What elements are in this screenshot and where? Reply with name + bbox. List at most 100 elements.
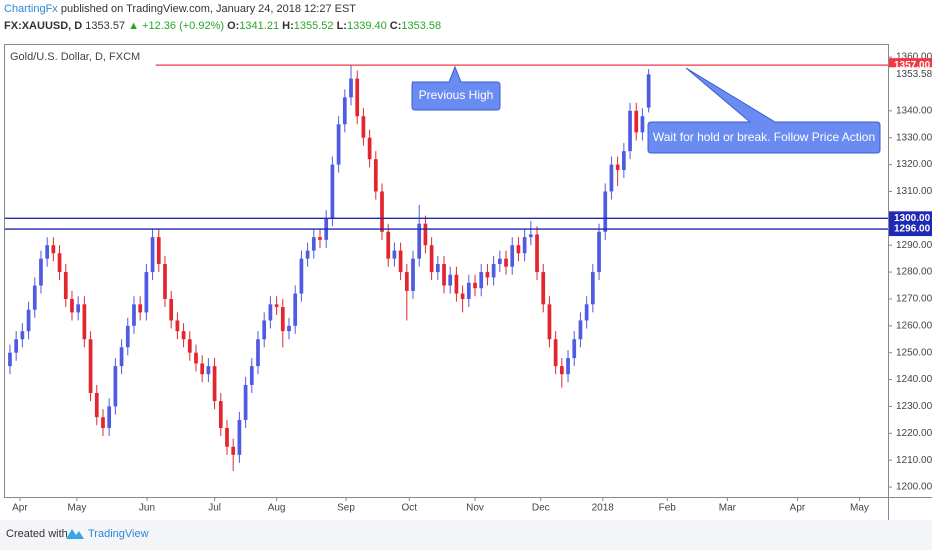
candle-body	[640, 116, 645, 133]
x-tick-label: Mar	[719, 503, 737, 514]
candle-body	[144, 272, 149, 313]
candle-body	[243, 384, 248, 420]
candle-body	[237, 419, 242, 455]
y-tick-label: 1360.00	[896, 52, 932, 63]
candle-body	[293, 293, 298, 326]
chart-title: Gold/U.S. Dollar, D, FXCM	[10, 51, 140, 63]
candle-body	[113, 366, 118, 407]
last: 1353.57	[85, 20, 126, 32]
candle-body	[280, 307, 285, 332]
candle-body	[423, 223, 428, 246]
annotation: Wait for hold or break. Follow Price Act…	[653, 130, 875, 144]
publish-line: ChartingFx published on TradingView.com,…	[4, 1, 441, 18]
x-tick-label: May	[850, 503, 869, 514]
c-label: C:	[389, 20, 402, 32]
author[interactable]: ChartingFx	[4, 3, 58, 15]
candle-body	[429, 245, 434, 273]
candle-body	[342, 97, 347, 125]
created-with: Created with	[6, 528, 68, 540]
candle-body	[355, 78, 360, 117]
candle-body	[603, 191, 608, 232]
symbol: FX:XAUUSD, D	[4, 20, 83, 32]
footer-brand[interactable]: TradingView	[88, 528, 149, 540]
h-label: H:	[282, 20, 294, 32]
y-tick-label: 1210.00	[896, 455, 932, 466]
level-label: 1357.00	[894, 60, 931, 71]
y-tick-label: 1260.00	[896, 320, 932, 331]
candle-body	[572, 339, 577, 359]
y-tick-label: 1290.00	[896, 240, 932, 251]
x-tick-label: Dec	[532, 503, 550, 514]
candle-body	[194, 352, 198, 364]
candle-body	[163, 264, 167, 299]
candle-body	[107, 406, 112, 428]
candle-body	[268, 304, 273, 321]
candle-body	[26, 309, 31, 332]
candle-body	[318, 237, 322, 240]
candle-body	[187, 339, 192, 353]
candle-body	[231, 446, 236, 455]
x-tick-label: 2018	[592, 503, 615, 514]
candle-body	[435, 264, 440, 273]
candle-body	[311, 237, 316, 251]
candle-body	[175, 320, 180, 332]
candle-body	[119, 347, 124, 367]
open: 1341.21	[239, 20, 280, 32]
low: 1339.40	[346, 20, 387, 32]
candle-body	[479, 272, 484, 289]
y-tick-label: 1230.00	[896, 401, 932, 412]
x-tick-label: Oct	[402, 503, 418, 514]
l-label: L:	[336, 20, 347, 32]
y-tick-label: 1280.00	[896, 267, 932, 278]
candle-body	[45, 245, 50, 259]
candle-body	[392, 250, 397, 259]
candle-body	[225, 427, 229, 447]
candle-body	[305, 250, 310, 259]
candle-body	[584, 304, 589, 321]
y-tick-label: 1250.00	[896, 347, 932, 358]
candle-body	[404, 272, 409, 291]
last-price-label: 1353.58	[896, 69, 932, 80]
footer: Created with TradingView	[0, 520, 932, 550]
candle-body	[287, 325, 291, 332]
candle-body	[485, 272, 490, 278]
candle-body	[497, 258, 502, 265]
candle-body	[553, 339, 558, 367]
x-tick-label: Aug	[268, 503, 286, 514]
candle-body	[218, 401, 223, 428]
candle-body	[181, 331, 186, 340]
candle-body	[336, 124, 341, 165]
candle-body	[361, 116, 366, 138]
candle-body	[256, 339, 260, 367]
callout-box	[647, 67, 881, 154]
candle-body	[212, 366, 217, 402]
candle-body	[373, 159, 378, 192]
level-tag	[889, 222, 932, 237]
candle-body	[57, 253, 62, 273]
x-tick-label: Nov	[466, 503, 484, 514]
y-tick-label: 1320.00	[896, 159, 932, 170]
y-tick-label: 1310.00	[896, 186, 932, 197]
change: ▲ +12.36 (+0.92%)	[128, 20, 225, 32]
high: 1355.52	[293, 20, 334, 32]
x-tick-label: Jul	[208, 503, 221, 514]
candle-body	[454, 274, 459, 294]
published: published on TradingView.com, January 24…	[60, 3, 357, 15]
candle-body	[528, 234, 533, 238]
candle-body	[628, 110, 632, 152]
candle-body	[411, 258, 415, 291]
candle-body	[39, 258, 43, 286]
candle-body	[132, 304, 136, 326]
candle-body	[621, 151, 626, 170]
candle-body	[442, 264, 446, 286]
chart: Gold/U.S. Dollar, D, FXCM Previous High …	[4, 44, 932, 520]
x-tick-label: Sep	[337, 503, 355, 514]
y-tick-label: 1200.00	[896, 482, 932, 493]
footer-bar: Created with TradingView	[6, 528, 149, 540]
x-tick-label: May	[67, 503, 86, 514]
candle-body	[590, 272, 595, 305]
candle-body	[535, 234, 539, 273]
candle-body	[82, 304, 87, 340]
candle-body	[101, 417, 105, 428]
level-tag	[889, 211, 932, 226]
